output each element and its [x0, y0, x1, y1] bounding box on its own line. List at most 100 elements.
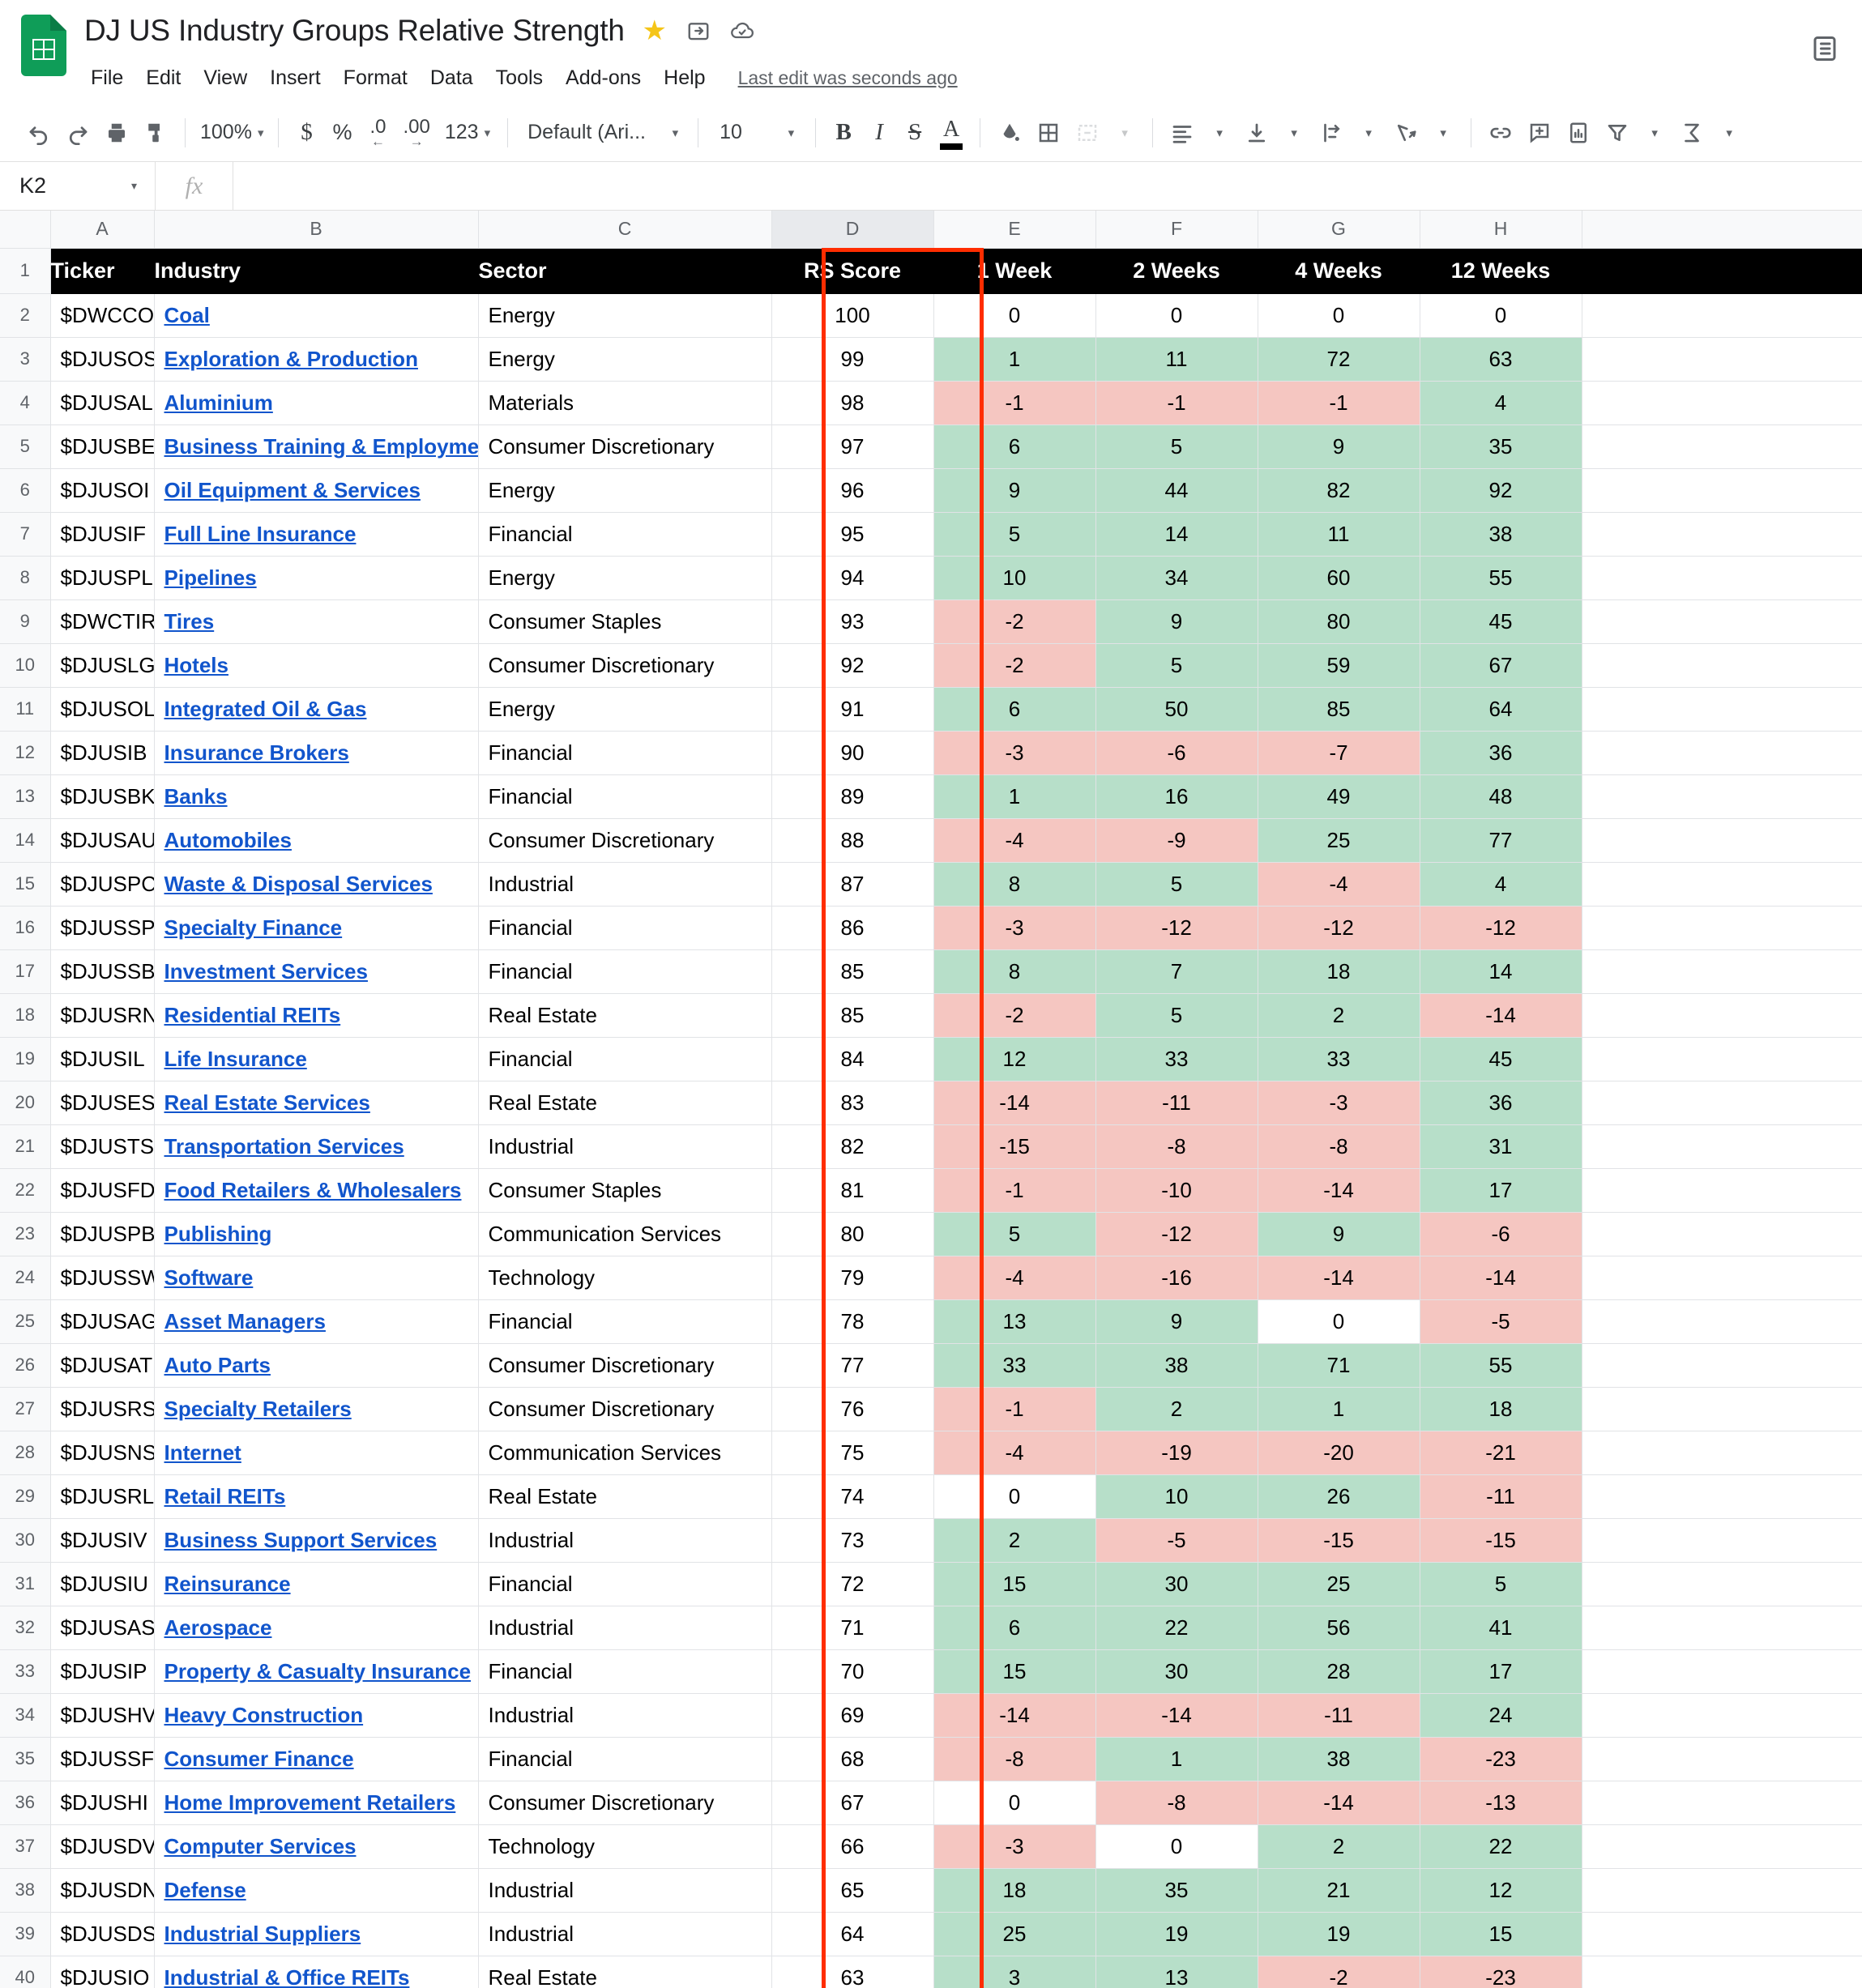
- cell-4-weeks[interactable]: -11: [1257, 1692, 1420, 1738]
- table-row[interactable]: 10 $DJUSLG Hotels Consumer Discretionary 92-…: [0, 642, 1862, 688]
- industry-link[interactable]: Aerospace: [164, 1615, 272, 1640]
- cell-sector[interactable]: Consumer Staples: [477, 599, 772, 644]
- header-1-week[interactable]: 1 Week: [933, 247, 1096, 294]
- cell-2-weeks[interactable]: 44: [1095, 467, 1258, 513]
- cell-empty[interactable]: [1581, 817, 1862, 863]
- cell-empty[interactable]: [1581, 380, 1862, 425]
- paint-format-icon[interactable]: [136, 112, 175, 154]
- cell-empty[interactable]: [1581, 730, 1862, 775]
- cell-4-weeks[interactable]: -14: [1257, 1255, 1420, 1300]
- cell-industry[interactable]: Computer Services: [153, 1824, 479, 1869]
- row-number[interactable]: 12: [0, 730, 51, 775]
- cell-empty[interactable]: [1581, 905, 1862, 950]
- cell-12-weeks[interactable]: 45: [1419, 599, 1582, 644]
- merge-cells-icon[interactable]: [1068, 112, 1107, 154]
- table-row[interactable]: 34 $DJUSHV Heavy Construction Industrial 69-…: [0, 1692, 1862, 1738]
- cell-12-weeks[interactable]: 17: [1419, 1649, 1582, 1694]
- cell-4-weeks[interactable]: 2: [1257, 992, 1420, 1038]
- cell-4-weeks[interactable]: 60: [1257, 555, 1420, 600]
- industry-link[interactable]: Defense: [164, 1877, 246, 1902]
- cell-industry[interactable]: Insurance Brokers: [153, 730, 479, 775]
- cell-industry[interactable]: Automobiles: [153, 817, 479, 863]
- cell-industry[interactable]: Real Estate Services: [153, 1080, 479, 1125]
- cell-12-weeks[interactable]: 18: [1419, 1386, 1582, 1431]
- cell-ticker[interactable]: $DJUSAS: [49, 1605, 155, 1650]
- cell-4-weeks[interactable]: 33: [1257, 1036, 1420, 1081]
- industry-link[interactable]: Life Insurance: [164, 1046, 307, 1071]
- column-header-c[interactable]: C: [477, 211, 772, 249]
- table-row[interactable]: 40 $DJUSIO Industrial & Office REITs Real E…: [0, 1955, 1862, 1988]
- cell-1-week[interactable]: 10: [933, 555, 1096, 600]
- cell-1-week[interactable]: 8: [933, 861, 1096, 907]
- cell-4-weeks[interactable]: 80: [1257, 599, 1420, 644]
- cell-industry[interactable]: Residential REITs: [153, 992, 479, 1038]
- cell-4-weeks[interactable]: 28: [1257, 1649, 1420, 1694]
- industry-link[interactable]: Auto Parts: [164, 1352, 271, 1377]
- industry-link[interactable]: Insurance Brokers: [164, 740, 349, 765]
- cell-1-week[interactable]: 15: [933, 1649, 1096, 1694]
- cell-12-weeks[interactable]: 31: [1419, 1124, 1582, 1169]
- menu-help[interactable]: Help: [664, 66, 706, 89]
- cell-rs-score[interactable]: 89: [771, 774, 934, 819]
- cell-ticker[interactable]: $DJUSBK: [49, 774, 155, 819]
- cell-12-weeks[interactable]: 4: [1419, 380, 1582, 425]
- row-number[interactable]: 4: [0, 380, 51, 425]
- header-4-weeks[interactable]: 4 Weeks: [1257, 247, 1420, 294]
- cell-empty[interactable]: [1581, 642, 1862, 688]
- cell-1-week[interactable]: 1: [933, 774, 1096, 819]
- cell-ticker[interactable]: $DJUSFD: [49, 1167, 155, 1213]
- zoom-control[interactable]: 100% ▾: [195, 112, 268, 154]
- column-header-h[interactable]: H: [1419, 211, 1582, 249]
- chevron-down-icon[interactable]: ▾: [1216, 126, 1223, 140]
- cell-ticker[interactable]: $DJUSHI: [49, 1780, 155, 1825]
- spreadsheet-grid[interactable]: A B C D E F G H 1 Ticker Industry Sector RS …: [0, 211, 1862, 1988]
- cell-industry[interactable]: Integrated Oil & Gas: [153, 686, 479, 732]
- table-row[interactable]: 16 $DJUSSP Specialty Finance Financial 86 -3-…: [0, 905, 1862, 950]
- cell-12-weeks[interactable]: 41: [1419, 1605, 1582, 1650]
- industry-link[interactable]: Internet: [164, 1440, 241, 1465]
- cell-empty[interactable]: [1581, 1824, 1862, 1869]
- row-number[interactable]: 19: [0, 1036, 51, 1081]
- industry-link[interactable]: Reinsurance: [164, 1571, 291, 1596]
- cell-12-weeks[interactable]: 92: [1419, 467, 1582, 513]
- row-number[interactable]: 9: [0, 599, 51, 644]
- cell-rs-score[interactable]: 74: [771, 1474, 934, 1519]
- cell-industry[interactable]: Investment Services: [153, 949, 479, 994]
- cell-12-weeks[interactable]: 15: [1419, 1911, 1582, 1956]
- cell-1-week[interactable]: 33: [933, 1342, 1096, 1388]
- industry-link[interactable]: Investment Services: [164, 958, 368, 983]
- row-number[interactable]: 24: [0, 1255, 51, 1300]
- cell-sector[interactable]: Real Estate: [477, 992, 772, 1038]
- industry-link[interactable]: Business Support Services: [164, 1527, 438, 1552]
- percent-format-button[interactable]: %: [332, 120, 352, 144]
- cell-rs-score[interactable]: 71: [771, 1605, 934, 1650]
- table-row[interactable]: 22 $DJUSFD Food Retailers & Wholesalers Con…: [0, 1167, 1862, 1213]
- row-number[interactable]: 32: [0, 1605, 51, 1650]
- cell-rs-score[interactable]: 79: [771, 1255, 934, 1300]
- row-number[interactable]: 25: [0, 1299, 51, 1344]
- cell-4-weeks[interactable]: 0: [1257, 1299, 1420, 1344]
- industry-link[interactable]: Retail REITs: [164, 1483, 286, 1508]
- cell-2-weeks[interactable]: -8: [1095, 1124, 1258, 1169]
- industry-link[interactable]: Software: [164, 1265, 254, 1290]
- industry-link[interactable]: Integrated Oil & Gas: [164, 696, 367, 721]
- chevron-down-icon[interactable]: ▾: [1440, 126, 1446, 140]
- cell-2-weeks[interactable]: 10: [1095, 1474, 1258, 1519]
- cell-ticker[interactable]: $DJUSDN: [49, 1867, 155, 1913]
- cell-4-weeks[interactable]: 0: [1257, 292, 1420, 338]
- cell-1-week[interactable]: -3: [933, 1824, 1096, 1869]
- cell-sector[interactable]: Energy: [477, 336, 772, 382]
- cell-1-week[interactable]: 8: [933, 949, 1096, 994]
- cell-industry[interactable]: Pipelines: [153, 555, 479, 600]
- cell-4-weeks[interactable]: 56: [1257, 1605, 1420, 1650]
- cell-sector[interactable]: Communication Services: [477, 1430, 772, 1475]
- move-to-folder-icon[interactable]: [685, 17, 712, 45]
- cell-12-weeks[interactable]: 48: [1419, 774, 1582, 819]
- table-row[interactable]: 6 $DJUSOI Oil Equipment & Services Energy 96…: [0, 467, 1862, 513]
- document-title[interactable]: DJ US Industry Groups Relative Strength: [84, 14, 625, 47]
- cell-ticker[interactable]: $DJUSSP: [49, 905, 155, 950]
- cell-sector[interactable]: Industrial: [477, 1124, 772, 1169]
- row-number[interactable]: 39: [0, 1911, 51, 1956]
- cell-sector[interactable]: Technology: [477, 1824, 772, 1869]
